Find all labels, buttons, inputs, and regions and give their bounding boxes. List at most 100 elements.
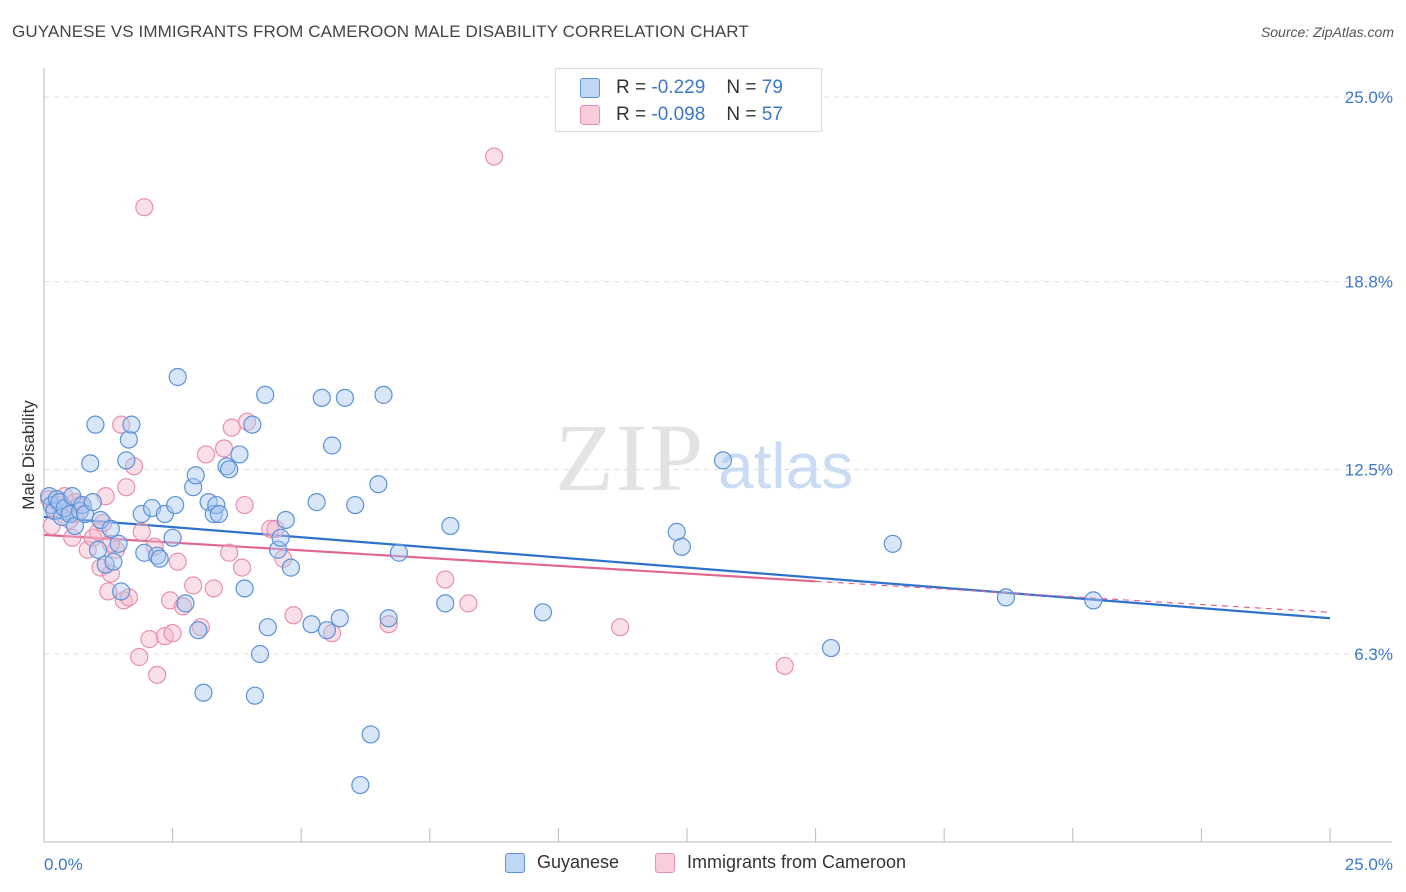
point-cameroon — [266, 519, 285, 538]
point-guyanese — [996, 588, 1016, 607]
point-guyanese — [369, 475, 388, 494]
point-guyanese — [91, 510, 110, 530]
y-tick-label: 18.8% — [1345, 273, 1393, 292]
axes — [43, 68, 1392, 843]
point-cameroon — [184, 576, 203, 595]
trendlines — [43, 515, 1331, 620]
point-cameroon — [322, 624, 342, 643]
point-guyanese — [186, 466, 205, 485]
point-guyanese — [166, 495, 185, 515]
point-guyanese — [335, 388, 355, 407]
point-cameroon — [220, 543, 239, 562]
legend-n-value: 57 — [761, 104, 783, 125]
point-guyanese — [436, 594, 455, 613]
point-guyanese — [351, 775, 370, 795]
legend-label-guyanese: Guyanese — [537, 852, 620, 872]
point-cameroon — [112, 415, 131, 434]
point-cameroon — [140, 630, 159, 649]
point-guyanese — [155, 504, 174, 524]
bottom-legend-cameroon: Immigrants from Cameroon — [655, 852, 906, 873]
point-guyanese — [86, 415, 105, 434]
point-guyanese — [150, 549, 169, 568]
point-guyanese — [184, 478, 203, 497]
point-guyanese — [258, 618, 277, 637]
legend-swatch-blue — [505, 852, 525, 873]
point-guyanese — [346, 495, 365, 515]
point-guyanese — [1084, 591, 1103, 610]
point-guyanese — [713, 451, 733, 470]
legend-swatch-blue — [580, 78, 600, 98]
legend-r-label: R = — [616, 77, 647, 98]
series-cameroon-points — [40, 147, 794, 684]
trendline-cameroon — [43, 533, 816, 583]
point-guyanese — [148, 546, 167, 565]
point-guyanese — [83, 492, 102, 512]
point-guyanese — [101, 519, 120, 538]
trendline-guyanese — [43, 515, 1331, 620]
point-guyanese — [60, 504, 79, 524]
point-cameroon — [238, 412, 257, 431]
y-tick-label: 25.0% — [1345, 88, 1393, 107]
point-cameroon — [191, 618, 210, 637]
legend-r-label: R = — [616, 104, 647, 125]
source-label: Source: ZipAtlas.com — [1260, 24, 1394, 40]
legend-r-value: -0.229 — [651, 77, 706, 98]
point-guyanese — [389, 543, 409, 562]
point-guyanese — [163, 528, 182, 547]
legend-n-label: N = — [726, 104, 757, 125]
legend-swatch-pink — [580, 105, 600, 125]
point-cameroon — [235, 495, 254, 515]
point-cameroon — [485, 147, 504, 166]
legend-n-value: 79 — [761, 77, 783, 98]
point-guyanese — [374, 385, 393, 404]
point-cameroon — [148, 665, 167, 684]
point-cameroon — [42, 516, 61, 536]
legend-row-guyanese: R = -0.229 N = 79 — [580, 77, 783, 99]
legend-label-cameroon: Immigrants from Cameroon — [687, 852, 907, 872]
point-guyanese — [245, 686, 265, 705]
tick-labels: 6.3% 12.5% 18.8% 25.0% 0.0% 25.0% — [44, 88, 1393, 874]
point-cameroon — [284, 606, 303, 625]
point-guyanese — [322, 436, 342, 455]
bottom-legend-guyanese: Guyanese — [505, 852, 619, 873]
point-guyanese — [821, 638, 841, 658]
point-guyanese — [230, 445, 249, 464]
x-tick-label: 25.0% — [1345, 855, 1393, 874]
point-guyanese — [117, 451, 136, 470]
chart-title: GUYANESE VS IMMIGRANTS FROM CAMEROON MAL… — [12, 22, 749, 41]
point-cameroon — [222, 418, 241, 437]
correlation-legend: R = -0.229 N = 79 R = -0.098 N = 57 — [555, 68, 822, 132]
watermark-zip: ZIP — [555, 404, 705, 511]
point-cameroon — [214, 439, 234, 458]
point-cameroon — [78, 540, 97, 559]
point-guyanese — [256, 385, 275, 404]
point-cameroon — [611, 618, 630, 637]
point-guyanese — [119, 430, 138, 449]
point-guyanese — [168, 367, 187, 387]
point-guyanese — [243, 415, 262, 434]
point-cameroon — [168, 552, 187, 571]
point-cameroon — [173, 597, 192, 616]
point-cameroon — [232, 558, 252, 577]
point-cameroon — [135, 198, 154, 217]
point-guyanese — [672, 537, 691, 556]
point-guyanese — [122, 415, 141, 434]
point-guyanese — [276, 510, 295, 530]
point-guyanese — [317, 621, 337, 640]
point-cameroon — [117, 478, 136, 497]
point-cameroon — [132, 522, 151, 541]
y-axis-title: Male Disability — [19, 400, 38, 510]
legend-row-cameroon: R = -0.098 N = 57 — [580, 104, 783, 126]
point-guyanese — [63, 487, 82, 506]
point-cameroon — [196, 445, 216, 464]
point-cameroon — [204, 579, 223, 598]
point-guyanese — [176, 594, 195, 613]
point-guyanese — [132, 504, 151, 524]
watermark-atlas: atlas — [718, 430, 853, 502]
point-guyanese — [271, 528, 290, 547]
point-cameroon — [459, 594, 478, 613]
point-guyanese — [112, 582, 131, 601]
point-guyanese — [81, 454, 100, 473]
point-cameroon — [163, 624, 182, 643]
